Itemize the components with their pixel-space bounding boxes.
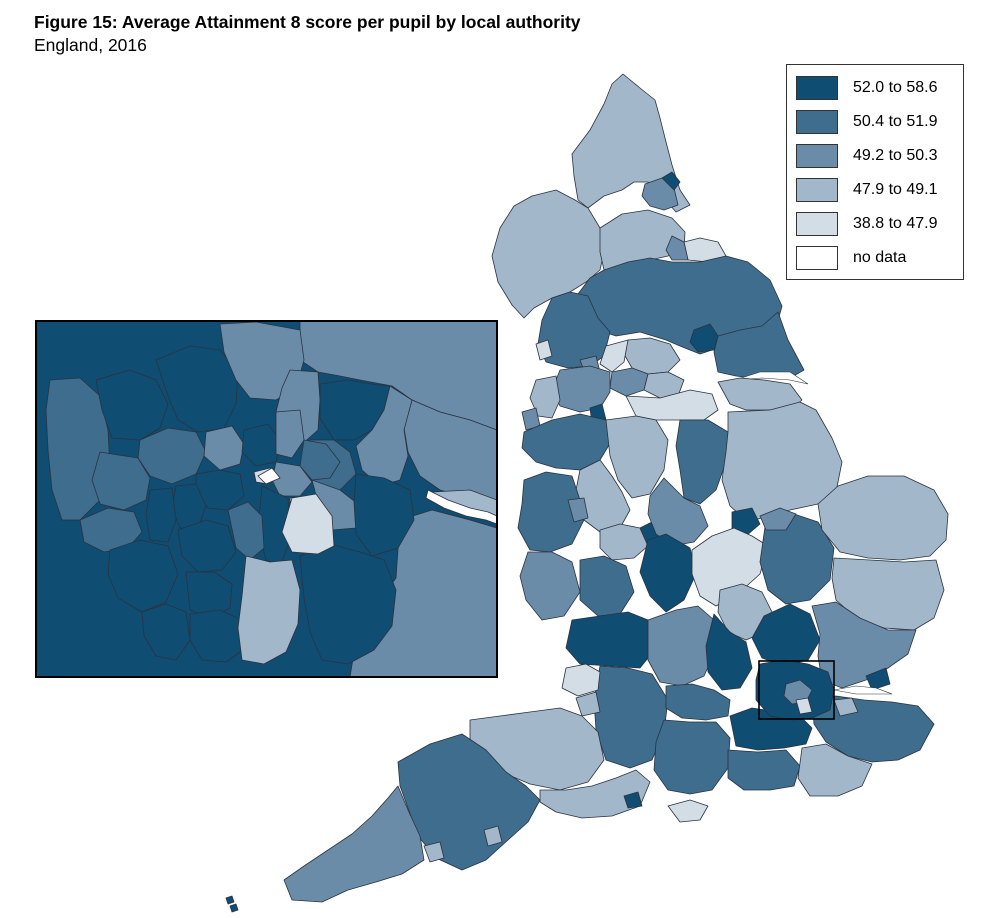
la-kirklees (609, 367, 649, 397)
la-buckinghamshire (705, 613, 753, 691)
legend-label: 47.9 to 49.1 (853, 181, 938, 198)
la-isles-of-scilly-2 (229, 903, 239, 913)
inset-hackney (275, 409, 305, 459)
legend-label: 50.4 to 51.9 (853, 113, 938, 130)
legend-label: 38.8 to 47.9 (853, 215, 938, 232)
humber-estuary (734, 371, 809, 385)
la-bristol (561, 663, 601, 697)
la-herefordshire (519, 551, 581, 621)
legend-swatch (796, 144, 838, 168)
la-blackpool (535, 339, 553, 361)
legend-label: 52.0 to 58.6 (853, 79, 938, 96)
inset-hertfordshire (299, 321, 497, 431)
inset-croydon (237, 555, 301, 665)
inset-white-spot (257, 467, 281, 485)
la-medway (833, 697, 859, 717)
la-bournemouth (623, 791, 643, 809)
la-derbyshire (605, 415, 669, 499)
legend-swatch (796, 246, 838, 270)
london-locator-box (758, 660, 835, 720)
inset-ealing (91, 451, 151, 511)
inset-kingston (141, 603, 191, 661)
la-shropshire (517, 471, 585, 553)
inset-richmond (107, 539, 179, 613)
legend-swatch (796, 212, 838, 236)
la-south-yorkshire (625, 389, 719, 421)
inset-thames (425, 489, 497, 525)
legend-item: 50.4 to 51.9 (796, 109, 938, 135)
thames-estuary (833, 685, 893, 695)
la-hampshire (653, 719, 731, 795)
la-southend (865, 667, 891, 691)
la-bath (575, 691, 601, 717)
legend-item: 38.8 to 47.9 (796, 211, 938, 237)
england-local-authorities (225, 73, 949, 913)
la-isle-of-wight (667, 799, 709, 823)
figure-subtitle: England, 2016 (34, 35, 147, 55)
la-hertfordshire (751, 603, 821, 667)
la-lincolnshire (721, 401, 843, 523)
la-west-midlands (599, 523, 649, 561)
la-merseyside (529, 375, 561, 419)
la-essex (811, 601, 917, 689)
inset-sutton (189, 609, 247, 663)
inset-wandsworth (177, 519, 237, 573)
la-norfolk (817, 475, 949, 561)
la-plymouth (423, 841, 445, 863)
la-peterborough (759, 507, 797, 531)
la-torbay (483, 825, 503, 847)
legend-item: 52.0 to 58.6 (796, 75, 938, 101)
legend-swatch (796, 178, 838, 202)
inset-merton (185, 571, 233, 619)
la-bradford (599, 339, 629, 373)
la-cambridgeshire (759, 513, 835, 605)
la-newcastle (661, 171, 681, 191)
legend-item: 49.2 to 50.3 (796, 143, 938, 169)
legend: 52.0 to 58.6 50.4 to 51.9 49.2 to 50.3 4… (786, 64, 964, 280)
la-west-sussex (727, 749, 801, 791)
la-wiltshire (593, 665, 669, 769)
legend-label: no data (853, 249, 907, 266)
inset-lambeth (227, 501, 265, 561)
la-telford (567, 497, 589, 523)
la-cornwall (283, 785, 425, 903)
la-london-white (795, 697, 813, 715)
la-rutland (731, 507, 761, 537)
la-isles-of-scilly (225, 895, 235, 905)
figure-title: Figure 15: Average Attainment 8 score pe… (34, 12, 581, 32)
la-berkshire (665, 683, 731, 721)
inset-barnet (155, 345, 239, 433)
la-northamptonshire (691, 527, 769, 607)
la-worcestershire (579, 555, 635, 617)
inset-harrow (95, 369, 169, 441)
inset-frame (35, 320, 498, 678)
la-nottinghamshire (675, 419, 729, 505)
la-gloucestershire (565, 611, 657, 669)
la-leicestershire (647, 477, 709, 547)
la-warwickshire (639, 533, 697, 613)
inset-hounslow (79, 507, 143, 553)
inset-bexley (353, 473, 415, 557)
legend-swatch (796, 110, 838, 134)
inset-hammersmith (145, 487, 177, 543)
inset-haringey (281, 493, 335, 555)
legend-item: 47.9 to 49.1 (796, 177, 938, 203)
legend-label: 49.2 to 50.3 (853, 147, 938, 164)
la-suffolk (831, 557, 945, 631)
la-east-sussex (797, 743, 873, 797)
la-dorset (539, 769, 651, 819)
la-darlington (665, 235, 689, 261)
la-northumberland (571, 73, 691, 213)
inset-camden (203, 425, 245, 471)
inset-bromley (299, 543, 397, 665)
legend-swatch (796, 76, 838, 100)
london-inset (35, 320, 498, 678)
legend-item: no data (796, 245, 906, 271)
la-york (689, 323, 719, 353)
